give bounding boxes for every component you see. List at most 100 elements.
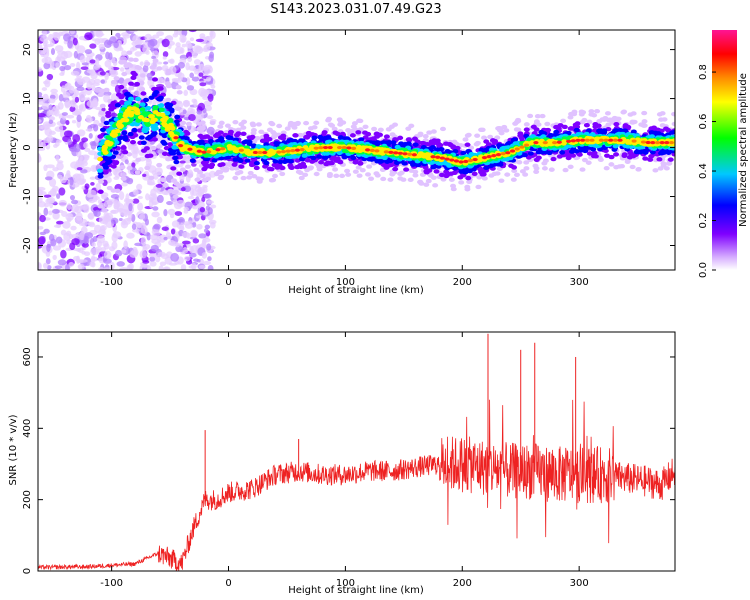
- ridge-cell: [329, 123, 336, 128]
- noise-cell: [154, 254, 161, 263]
- ridge-cell: [127, 131, 134, 137]
- noise-cell: [164, 267, 169, 270]
- ridge-cell: [417, 179, 424, 185]
- ridge-cell: [139, 73, 146, 78]
- noise-cell: [56, 162, 64, 171]
- ridge-cell: [605, 122, 612, 127]
- noise-cell: [99, 51, 106, 55]
- noise-cell: [203, 193, 212, 199]
- noise-cell: [204, 105, 213, 112]
- ridge-cell: [613, 121, 620, 127]
- noise-cell: [71, 238, 80, 246]
- noise-cell: [75, 159, 82, 167]
- noise-cell: [174, 79, 182, 84]
- noise-cell: [167, 208, 176, 216]
- noise-cell: [45, 164, 55, 169]
- ridge-cell: [150, 145, 157, 151]
- noise-cell: [43, 202, 50, 208]
- noise-cell: [196, 259, 201, 263]
- noise-cell: [188, 65, 196, 71]
- noise-cell: [38, 262, 42, 270]
- noise-cell: [60, 85, 66, 93]
- ridge-cell: [345, 172, 352, 177]
- ridge-cell: [110, 79, 117, 85]
- ridge-cell: [96, 168, 103, 173]
- ridge-cell: [621, 153, 628, 158]
- ridge-cell: [123, 63, 130, 69]
- noise-cell: [50, 48, 56, 55]
- noise-cell: [185, 40, 192, 49]
- ridge-cell: [165, 71, 172, 76]
- noise-cell: [102, 216, 109, 225]
- ridge-cell: [189, 158, 196, 163]
- ridge-cell: [462, 169, 469, 175]
- noise-cell: [195, 46, 204, 54]
- ridge-cell: [303, 120, 310, 126]
- ridge-cell: [235, 127, 242, 133]
- noise-cell: [104, 60, 112, 68]
- noise-cell: [205, 205, 211, 211]
- ridge-cell: [438, 172, 445, 178]
- ridge-cell: [539, 113, 546, 119]
- noise-cell: [206, 115, 214, 120]
- ridge-cell: [152, 58, 159, 63]
- noise-cell: [189, 88, 198, 96]
- ridge-cell: [592, 154, 599, 159]
- ridge-cell: [185, 121, 192, 127]
- noise-cell: [201, 240, 207, 249]
- noise-cell: [156, 149, 164, 154]
- ridge-cell: [397, 171, 404, 176]
- ridge-cell: [97, 134, 104, 139]
- noise-cell: [176, 199, 186, 208]
- ridge-cell: [669, 130, 675, 135]
- ridge-cell: [156, 66, 163, 71]
- ridge-cell: [533, 157, 540, 162]
- ridge-cell: [246, 175, 253, 180]
- ridge-cell: [146, 134, 153, 140]
- noise-cell: [192, 238, 200, 244]
- ridge-cell: [373, 171, 380, 176]
- noise-cell: [158, 265, 164, 270]
- ridge-cell: [172, 194, 179, 200]
- ridge-cell: [465, 132, 472, 138]
- noise-cell: [137, 202, 144, 211]
- noise-cell: [98, 267, 105, 270]
- noise-cell: [88, 190, 97, 198]
- ridge-cell: [480, 172, 487, 177]
- ridge-cell: [156, 162, 163, 168]
- noise-cell: [69, 176, 74, 186]
- noise-cell: [145, 158, 153, 167]
- ridge-cell: [156, 144, 163, 149]
- noise-cell: [38, 197, 43, 204]
- ridge-cell: [380, 176, 387, 182]
- ridge-cell: [351, 121, 358, 126]
- ridge-cell: [444, 148, 451, 154]
- noise-cell: [81, 250, 86, 255]
- noise-cell: [144, 218, 149, 226]
- ridge-cell: [309, 159, 316, 164]
- noise-cell: [118, 217, 123, 222]
- ridge-cell: [562, 167, 569, 173]
- noise-cell: [62, 91, 71, 99]
- noise-cell: [152, 34, 160, 39]
- noise-cell: [68, 85, 75, 94]
- noise-cell: [126, 264, 133, 270]
- ridge-cell: [175, 85, 182, 90]
- ridge-cell: [450, 186, 457, 192]
- ridge-cell: [365, 172, 372, 177]
- ridge-cell: [665, 161, 672, 166]
- noise-cell: [42, 262, 49, 269]
- noise-cell: [129, 250, 138, 258]
- noise-cell: [42, 30, 47, 37]
- noise-cell: [198, 63, 205, 72]
- noise-cell: [76, 167, 83, 171]
- noise-cell: [103, 250, 112, 259]
- noise-cell: [109, 261, 115, 270]
- noise-cell: [175, 243, 180, 248]
- noise-cell: [38, 97, 45, 106]
- ridge-cell: [244, 158, 251, 163]
- ridge-cell: [197, 128, 204, 133]
- noise-cell: [72, 37, 78, 46]
- noise-cell: [175, 42, 181, 48]
- ridge-cell: [251, 173, 258, 179]
